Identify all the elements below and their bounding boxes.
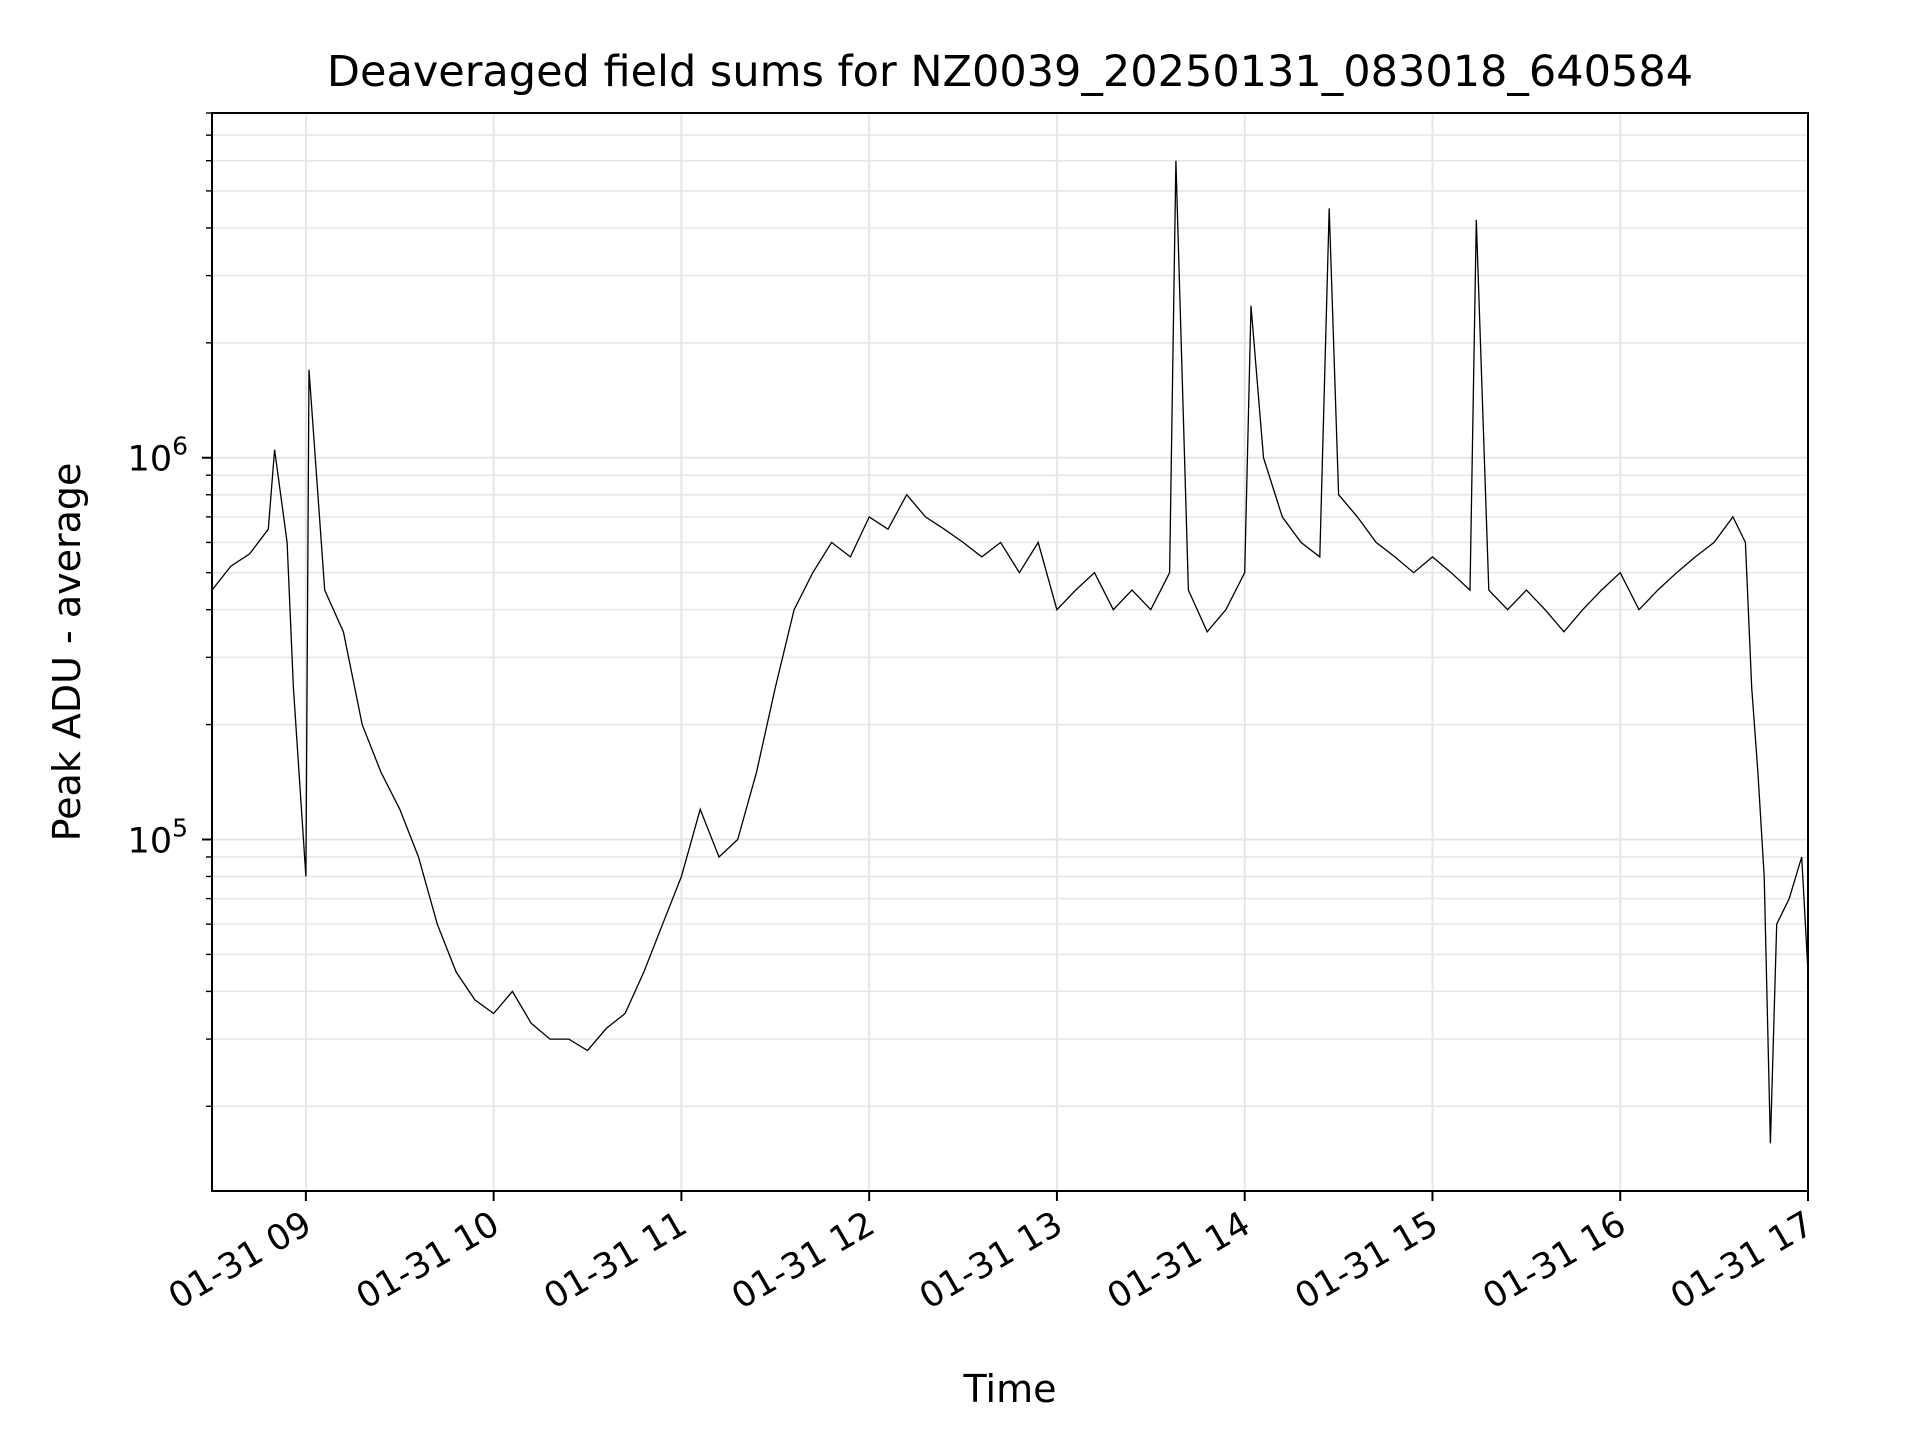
chart-title: Deaveraged field sums for NZ0039_2025013… (327, 47, 1693, 97)
y-tick-label: 105 (128, 813, 188, 861)
series-line (211, 160, 1809, 1144)
grid (212, 112, 1809, 1191)
y-axis-label: Peak ADU - average (45, 463, 89, 842)
x-axis-label: Time (963, 1367, 1057, 1411)
plot-frame (211, 112, 1809, 1192)
y-tick-label: 106 (128, 432, 188, 480)
